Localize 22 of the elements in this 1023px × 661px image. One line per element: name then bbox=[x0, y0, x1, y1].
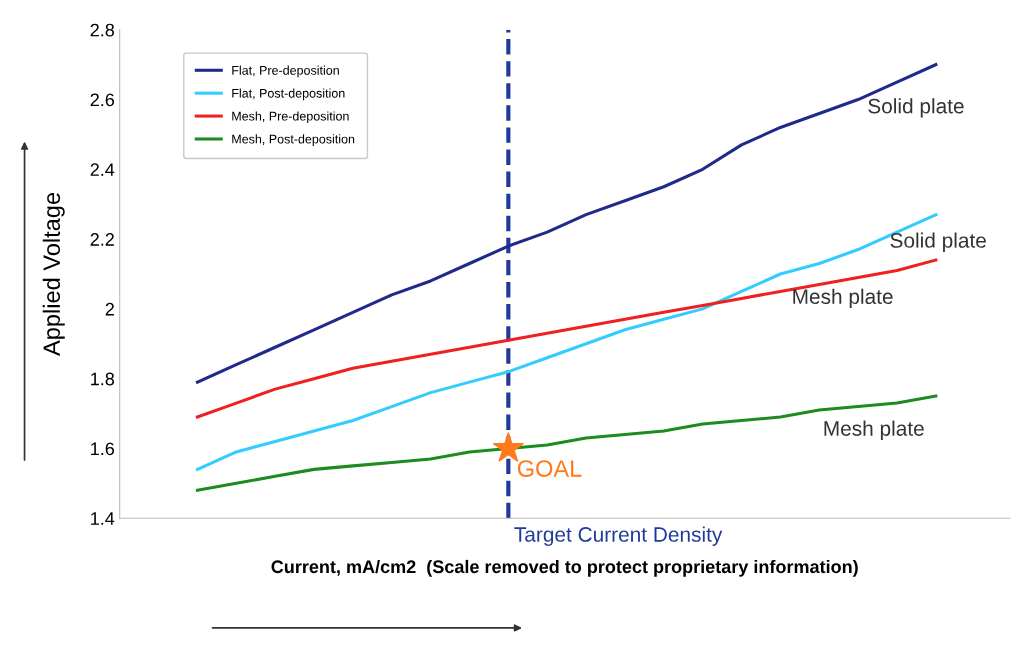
y-tick-label: 2 bbox=[105, 302, 114, 316]
text: Target Current Density bbox=[514, 526, 723, 546]
x-axis-title: Current, mA/cm2 (Scale removed to protect proprietary information) bbox=[271, 559, 858, 577]
annotation: Solid plate bbox=[890, 232, 986, 252]
legend-label: Flat, Pre-deposition bbox=[232, 65, 339, 78]
y-tick-label: 2.8 bbox=[90, 23, 115, 37]
y-tick-label: 1.4 bbox=[91, 512, 115, 525]
y-tick-label: 2.6 bbox=[90, 93, 115, 107]
y-axis-title: Applied Voltage bbox=[42, 192, 65, 356]
line-series bbox=[195, 394, 938, 492]
annotation: Mesh plate bbox=[793, 288, 893, 309]
legend-label: Mesh, Pre-deposition bbox=[232, 111, 349, 124]
y-tick-label: 2.4 bbox=[90, 163, 115, 176]
y-tick-label: 1.8 bbox=[91, 372, 115, 386]
line-series bbox=[195, 258, 938, 419]
y-tick-label: 1.6 bbox=[91, 442, 115, 456]
annotation: Mesh plate bbox=[824, 420, 924, 441]
annotation: GOAL bbox=[517, 460, 582, 477]
y-tick-label: 2.2 bbox=[90, 233, 114, 246]
annotation: Solid plate bbox=[868, 98, 964, 118]
legend-label: Flat, Post-deposition bbox=[232, 88, 345, 101]
legend-label: Mesh, Post-deposition bbox=[232, 134, 355, 146]
